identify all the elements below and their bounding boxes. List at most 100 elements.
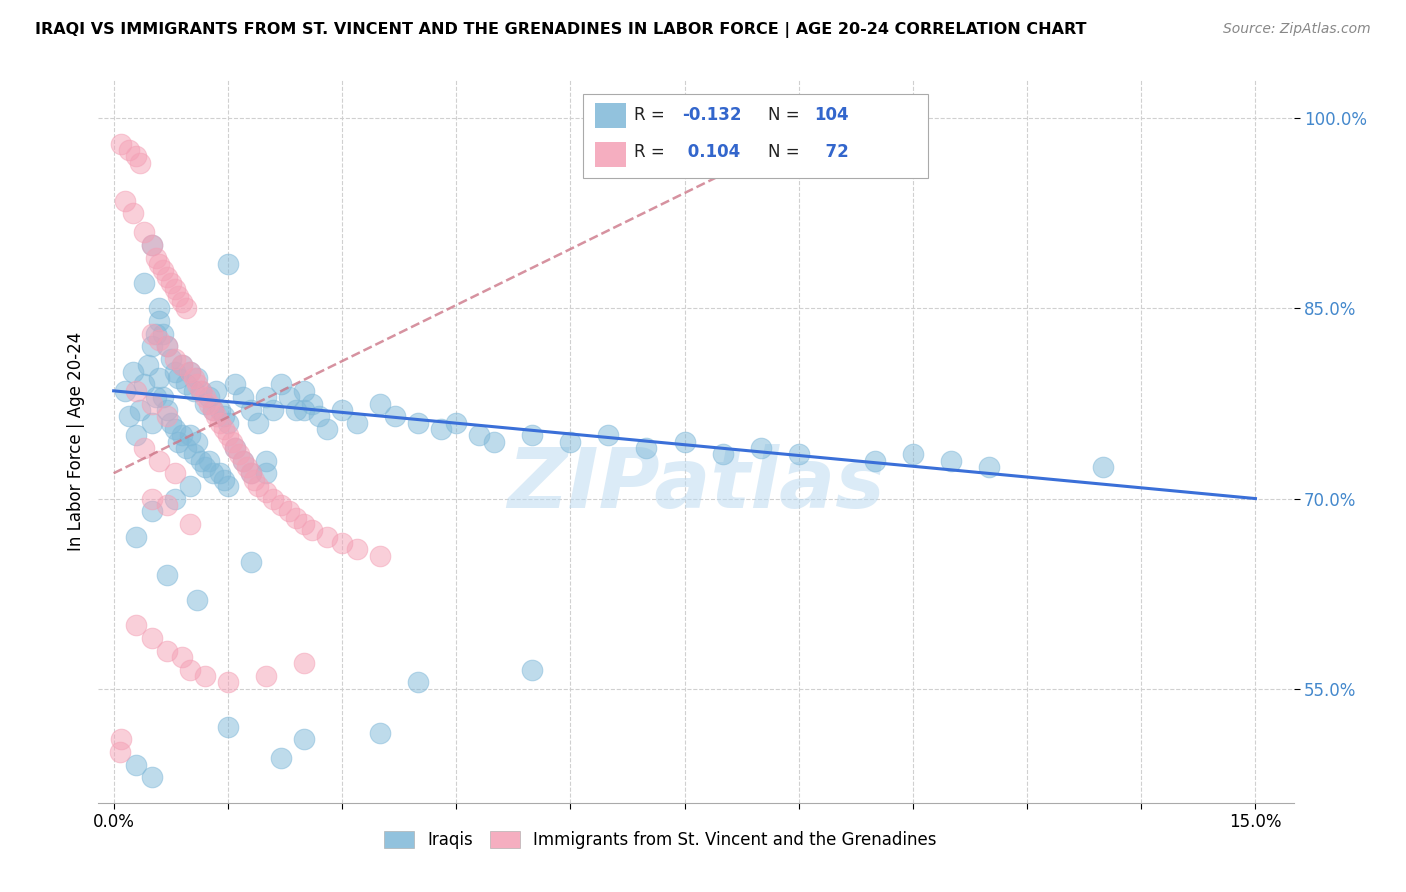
Point <box>141 326 163 341</box>
Point <box>186 371 208 385</box>
Point <box>194 459 217 474</box>
Point <box>522 663 544 677</box>
Legend: Iraqis, Immigrants from St. Vincent and the Grenadines: Iraqis, Immigrants from St. Vincent and … <box>377 824 943 856</box>
Point <box>292 402 315 417</box>
Point <box>301 523 323 537</box>
Point <box>346 542 368 557</box>
Point <box>239 402 262 417</box>
Point <box>148 314 170 328</box>
Point <box>201 402 224 417</box>
Point <box>292 516 315 531</box>
Text: 0.104: 0.104 <box>682 143 740 161</box>
Point <box>156 339 179 353</box>
Point <box>406 675 429 690</box>
Point <box>243 473 266 487</box>
Point <box>292 732 315 747</box>
Point <box>228 447 250 461</box>
Point <box>156 339 179 353</box>
Text: R =: R = <box>634 106 671 124</box>
Point <box>114 194 136 208</box>
Point <box>749 441 772 455</box>
Point <box>183 384 205 398</box>
Text: 104: 104 <box>814 106 849 124</box>
Point <box>159 276 181 290</box>
Point <box>148 333 170 347</box>
Point <box>209 467 232 481</box>
Point <box>368 549 391 563</box>
Point <box>152 390 174 404</box>
Point <box>254 669 277 683</box>
Point <box>141 491 163 506</box>
Point <box>145 390 167 404</box>
Point <box>179 516 201 531</box>
Point <box>125 618 148 632</box>
Point <box>384 409 406 424</box>
Point <box>787 447 810 461</box>
Point <box>179 365 201 379</box>
Point <box>172 428 194 442</box>
Point <box>263 491 285 506</box>
Point <box>522 428 544 442</box>
Point <box>194 390 217 404</box>
Point <box>406 416 429 430</box>
Point <box>212 473 235 487</box>
Point <box>292 384 315 398</box>
Point <box>141 339 163 353</box>
Point <box>368 726 391 740</box>
Point <box>232 453 254 467</box>
Point <box>198 390 221 404</box>
Point <box>285 510 308 524</box>
Point <box>315 422 337 436</box>
Point <box>209 402 232 417</box>
Point <box>330 536 353 550</box>
Point <box>148 453 170 467</box>
Point <box>254 467 277 481</box>
Text: ZIPatlas: ZIPatlas <box>508 444 884 525</box>
Point <box>132 377 155 392</box>
Text: IRAQI VS IMMIGRANTS FROM ST. VINCENT AND THE GRENADINES IN LABOR FORCE | AGE 20-: IRAQI VS IMMIGRANTS FROM ST. VINCENT AND… <box>35 22 1087 38</box>
Point <box>163 491 186 506</box>
Point <box>711 447 734 461</box>
Point <box>263 402 285 417</box>
Point <box>118 143 141 157</box>
Point <box>212 422 235 436</box>
Point <box>190 453 212 467</box>
Point <box>179 365 201 379</box>
Point <box>901 447 924 461</box>
Point <box>129 402 152 417</box>
Point <box>205 409 228 424</box>
Point <box>224 441 246 455</box>
Point <box>110 732 132 747</box>
Point <box>315 530 337 544</box>
Point <box>239 555 262 569</box>
Point <box>159 352 181 367</box>
Point <box>152 263 174 277</box>
Point <box>118 409 141 424</box>
Point <box>217 479 239 493</box>
Point <box>172 359 194 373</box>
Point <box>863 453 886 467</box>
Point <box>174 441 197 455</box>
Point <box>132 226 155 240</box>
Point <box>239 467 262 481</box>
Point <box>270 377 292 392</box>
Point <box>132 276 155 290</box>
Point <box>1092 459 1115 474</box>
Point <box>205 384 228 398</box>
Point <box>172 295 194 310</box>
Text: N =: N = <box>768 143 804 161</box>
Point <box>156 643 179 657</box>
Point <box>163 422 186 436</box>
Point <box>636 441 658 455</box>
Point <box>141 238 163 252</box>
Point <box>167 289 190 303</box>
Point <box>201 402 224 417</box>
Point <box>239 467 262 481</box>
Point <box>346 416 368 430</box>
Point <box>183 447 205 461</box>
Point <box>172 359 194 373</box>
Point <box>125 149 148 163</box>
Point <box>125 757 148 772</box>
Point <box>285 402 308 417</box>
Point <box>236 459 259 474</box>
